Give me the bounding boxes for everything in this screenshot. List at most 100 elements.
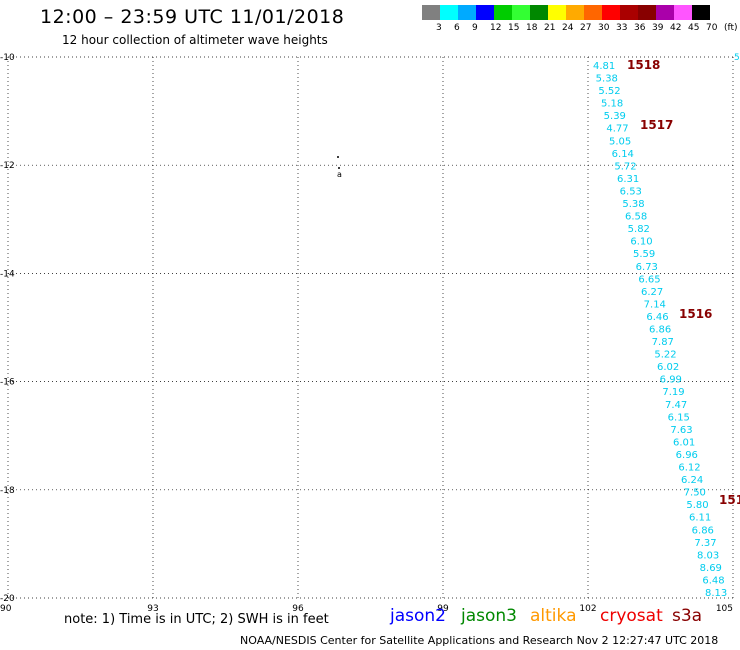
- colorbar-swatch: [458, 5, 476, 20]
- wave-height-label: 5.52: [598, 86, 620, 97]
- colorbar-label: 33: [616, 23, 628, 33]
- colorbar-label: 24: [562, 23, 574, 33]
- colorbar-label: (ft): [724, 23, 738, 33]
- colorbar-swatch: [494, 5, 512, 20]
- colorbar-swatch: [620, 5, 638, 20]
- wave-height-label: 5.72: [614, 161, 636, 172]
- wave-height-label: 6.99: [660, 375, 682, 386]
- wave-height-label: 5.59: [633, 249, 655, 260]
- colorbar-swatch: [548, 5, 566, 20]
- wave-height-label: 6.58: [625, 212, 647, 223]
- colorbar-swatch: [512, 5, 530, 20]
- wave-height-label: 8.69: [700, 563, 722, 574]
- wave-height-label: 7.87: [652, 337, 674, 348]
- colorbar-label: 70: [706, 23, 718, 33]
- colorbar-swatch: [440, 5, 458, 20]
- colorbar-swatch: [566, 5, 584, 20]
- wave-height-label: 7.63: [670, 425, 692, 436]
- colorbar-swatch: [422, 5, 440, 20]
- latitude-tick-label: -18: [0, 486, 15, 496]
- wave-height-label: 6.10: [630, 237, 652, 248]
- island-label: a: [337, 170, 342, 179]
- wave-height-label: 6.46: [646, 312, 668, 323]
- colorbar-label: 27: [580, 23, 592, 33]
- wave-height-label: 6.27: [641, 287, 663, 298]
- wave-height-label: 6.96: [676, 450, 698, 461]
- satellite-legend-s3a: s3a: [672, 606, 703, 626]
- track-time-labels: 1518 1517 1516 151: [627, 58, 740, 507]
- wave-height-label: 7.47: [665, 400, 687, 411]
- colorbar-swatch: [692, 5, 710, 20]
- track-time-label: 1517: [640, 118, 673, 132]
- wave-height-label: 7.50: [684, 488, 706, 499]
- wave-height-label: 5.82: [628, 224, 650, 235]
- island-marker: a: [337, 156, 342, 179]
- colorbar-label: 30: [598, 23, 610, 33]
- colorbar-label: 42: [670, 23, 682, 33]
- colorbar-label: 21: [544, 23, 556, 33]
- wave-height-label: 6.15: [668, 412, 690, 423]
- track-time-label: 1518: [627, 58, 660, 72]
- colorbar-label: 45: [688, 23, 700, 33]
- wave-height-label: 6.86: [692, 525, 714, 536]
- wave-height-label: 6.02: [657, 362, 679, 373]
- credit-line: NOAA/NESDIS Center for Satellite Applica…: [240, 634, 719, 647]
- satellite-legend-altika: altika: [530, 606, 577, 626]
- satellite-legend-jason3: jason3: [461, 606, 517, 626]
- wave-height-label: 5.22: [654, 350, 676, 361]
- map-grid: [7, 56, 734, 599]
- page-subtitle: 12 hour collection of altimeter wave hei…: [62, 33, 328, 47]
- longitude-tick-label: 90: [0, 604, 12, 614]
- wave-height-label: 6.86: [649, 325, 671, 336]
- longitude-tick-label: 93: [147, 604, 158, 614]
- longitude-tick-label: 102: [579, 604, 596, 614]
- island-dot: [337, 156, 339, 158]
- wave-height-track: 4.815.385.525.185.394.775.056.145.726.31…: [593, 61, 727, 599]
- page-title: 12:00 – 23:59 UTC 11/01/2018: [40, 6, 345, 28]
- satellite-legend-jason2: jason2: [390, 606, 446, 626]
- colorbar-swatch: [584, 5, 602, 20]
- colorbar-swatch: [674, 5, 692, 20]
- wave-height-label: 8.03: [697, 550, 719, 561]
- longitude-tick-label: 105: [716, 604, 733, 614]
- wave-height-label: 7.37: [694, 538, 716, 549]
- colorbar-label: 36: [634, 23, 646, 33]
- colorbar-swatch: [476, 5, 494, 20]
- colorbar-swatch: [530, 5, 548, 20]
- latitude-tick-label: -10: [0, 53, 15, 63]
- wave-height-label: 5.38: [622, 199, 644, 210]
- wave-height-label: 6.14: [612, 149, 634, 160]
- wave-height-label: 6.31: [617, 174, 639, 185]
- colorbar-label: 6: [454, 23, 460, 33]
- colorbar-swatch: [602, 5, 620, 20]
- colorbar-label: 9: [472, 23, 478, 33]
- wave-height-label: 5.18: [601, 99, 623, 110]
- satellite-legend-cryosat: cryosat: [600, 606, 663, 626]
- longitude-tick-label: 96: [292, 604, 304, 614]
- wave-height-label: 4.77: [606, 124, 628, 135]
- wave-height-label: 4.81: [593, 61, 615, 72]
- wave-height-label: 6.48: [702, 575, 724, 586]
- wave-height-label: 5.39: [604, 111, 626, 122]
- track-time-label: 1516: [679, 307, 712, 321]
- colorbar-label: 18: [526, 23, 538, 33]
- wave-height-label: 7.14: [644, 299, 666, 310]
- wave-height-label: 7.19: [662, 387, 684, 398]
- latitude-tick-label: -12: [0, 161, 15, 171]
- latitude-tick-label: -16: [0, 378, 15, 388]
- wave-height-label: 5.38: [596, 74, 618, 85]
- colorbar-label: 39: [652, 23, 664, 33]
- colorbar-label: 12: [490, 23, 502, 33]
- colorbar-swatch: [656, 5, 674, 20]
- colorbar-label: 3: [436, 23, 442, 33]
- wave-height-label: 6.65: [638, 274, 660, 285]
- wave-height-label: 5.05: [609, 136, 631, 147]
- wave-height-label: 8.13: [705, 588, 727, 599]
- latitude-tick-label: -20: [0, 594, 15, 604]
- track-time-label: 151: [719, 493, 740, 507]
- longitude-tick-label: 99: [437, 604, 449, 614]
- wave-height-label: 6.24: [681, 475, 703, 486]
- wave-height-label: 5.80: [686, 500, 708, 511]
- wave-height-label: 6.73: [636, 262, 658, 273]
